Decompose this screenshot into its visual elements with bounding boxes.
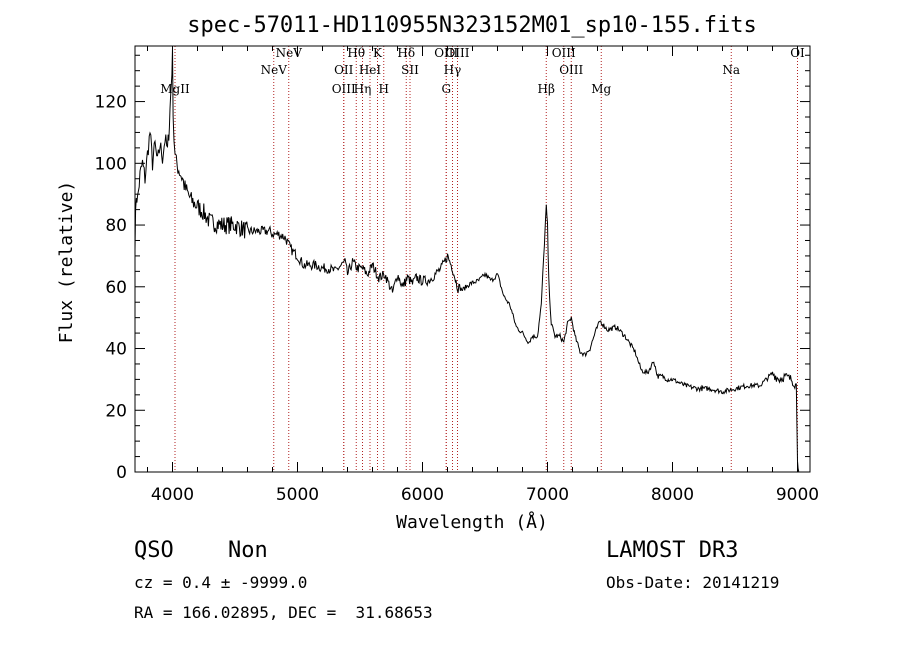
- line-label: OIII: [559, 63, 583, 77]
- coordinates: RA = 166.02895, DEC = 31.68653: [134, 603, 433, 622]
- x-tick-label: 4000: [151, 485, 194, 505]
- series-layer: [134, 47, 800, 473]
- line-label: NeV: [276, 46, 303, 60]
- spectral-line-labels: MgII NeV NeV OII OIII Hθ Hη HeI K H Hδ SII OIII Hγ G OI…: [160, 46, 805, 96]
- line-label: OIII: [552, 46, 576, 60]
- y-tick-label: 100: [95, 154, 127, 174]
- spectral-line-markers: [174, 46, 798, 472]
- line-label: Hβ: [538, 82, 555, 96]
- x-tick-label: 5000: [276, 485, 319, 505]
- y-axis: 0 20 40 60 80 100 120: [95, 54, 810, 483]
- line-label: OIII: [445, 46, 469, 60]
- spectrum-line: [134, 47, 800, 473]
- x-tick-label: 6000: [401, 485, 444, 505]
- y-tick-label: 0: [116, 463, 127, 483]
- observation-date: Obs-Date: 20141219: [606, 573, 780, 592]
- line-label: OIII: [434, 46, 458, 60]
- y-tick-label: 20: [105, 401, 127, 421]
- chart-title: spec-57011-HD110955N323152M01_sp10-155.f…: [187, 13, 757, 38]
- line-label: SII: [401, 63, 419, 77]
- y-tick-label: 120: [95, 93, 127, 113]
- line-label: Na: [722, 63, 740, 77]
- line-label: Hγ: [444, 63, 462, 77]
- line-label: K: [373, 46, 383, 60]
- object-class: QSO: [134, 538, 174, 563]
- object-subclass: Non: [228, 538, 268, 563]
- survey-name: LAMOST DR3: [606, 538, 739, 563]
- line-label: MgII: [160, 82, 190, 96]
- plot-frame: [134, 45, 811, 473]
- x-tick-label: 8000: [651, 485, 694, 505]
- x-axis-title: Wavelength (Å): [396, 511, 548, 533]
- line-label: NeV: [261, 63, 288, 77]
- line-label: HeI: [359, 63, 382, 77]
- line-label: Hθ: [347, 46, 365, 60]
- redshift-cz: cz = 0.4 ± -9999.0: [134, 573, 308, 592]
- y-tick-label: 60: [105, 278, 127, 298]
- line-label: H: [379, 82, 389, 96]
- line-label: Hη: [354, 82, 372, 96]
- line-label: G: [441, 82, 451, 96]
- y-tick-label: 40: [105, 340, 127, 360]
- x-tick-label: 7000: [526, 485, 569, 505]
- line-label: Hδ: [397, 46, 415, 60]
- line-label: OII: [334, 63, 354, 77]
- y-axis-title: Flux (relative): [56, 181, 77, 344]
- x-tick-label: 9000: [776, 485, 819, 505]
- y-tick-label: 80: [105, 216, 127, 236]
- line-label: Mg: [591, 82, 611, 96]
- line-label: OIII: [332, 82, 356, 96]
- x-axis: 4000 5000 6000 7000 8000 9000: [147, 46, 819, 505]
